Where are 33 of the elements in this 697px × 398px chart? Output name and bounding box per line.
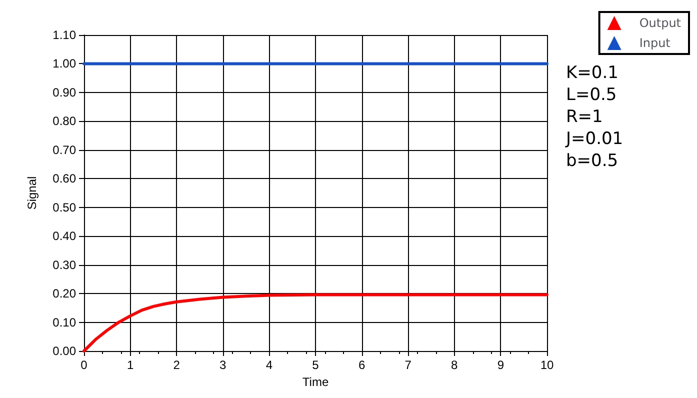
y-tick-label: 0.50 [52,200,76,214]
y-tick-label: 0.90 [52,85,76,100]
legend-label: Input [639,36,671,50]
x-tick-label: 8 [451,358,458,372]
y-tick-label: 0.30 [52,258,76,272]
text: K=0.1 [566,62,620,84]
text: J=0.01 [566,128,624,150]
text: R=1 [566,106,604,128]
x-tick-label: 4 [266,358,273,372]
line-series [82,293,548,352]
y-tick-label: 0.10 [52,315,76,330]
y-axis-title: Signal [25,176,39,210]
x-tick-label: 0 [80,358,88,372]
y-tick-label: 0.60 [52,172,76,186]
text: L=0.5 [566,84,618,106]
y-tick-label: 0.40 [52,229,76,244]
x-tick-label: 5 [312,358,320,372]
y-tick-label: 0.70 [52,142,76,157]
x-tick-label: 3 [220,358,227,372]
x-tick-label: 9 [497,358,504,372]
x-tick-label: 10 [540,358,554,372]
y-tick-label: 1.00 [52,56,76,71]
text: b=0.5 [566,150,620,172]
x-axis-title: Time [302,374,329,389]
y-tick-label: 1.10 [52,28,76,42]
y-tick-label: 0.80 [52,114,76,128]
x-tick-label: 6 [358,358,366,372]
y-tick-label: 0.00 [52,344,76,358]
x-tick-label: 1 [126,358,134,372]
y-tick-label: 0.20 [52,286,76,301]
x-tick-label: 7 [404,358,412,372]
legend-label: Output [639,16,682,30]
x-tick-label: 2 [173,358,180,372]
